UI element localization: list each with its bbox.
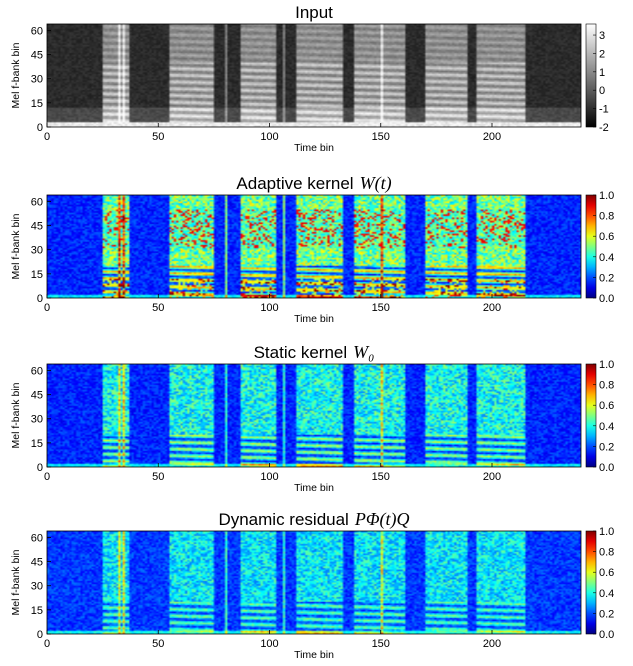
- y-tick-label: 60: [31, 196, 43, 208]
- y-tick-label: 45: [31, 557, 43, 569]
- colorbar-tick-label: 0.2: [599, 608, 614, 620]
- heatmap-image: [47, 195, 581, 298]
- y-tick-label: 15: [31, 98, 43, 110]
- panel-title-math: PΦ(t)Q: [354, 509, 410, 530]
- panel-title: Input: [295, 3, 333, 22]
- x-tick-label: 200: [483, 638, 501, 650]
- y-tick-label: 30: [31, 581, 43, 593]
- panel-title-math: W₀: [353, 342, 374, 362]
- colorbar-tick-label: 0.6: [599, 231, 614, 243]
- x-tick-label: 200: [483, 131, 501, 143]
- y-tick-label: 30: [31, 245, 43, 257]
- x-axis-label: Time bin: [294, 313, 334, 325]
- x-tick-label: 100: [260, 471, 278, 483]
- colorbar-tick-label: 1.0: [599, 526, 614, 538]
- colorbar-tick-label: 0.8: [599, 547, 614, 559]
- heatmap-image: [47, 24, 581, 127]
- colorbar-tick-label: 1.0: [599, 190, 614, 202]
- y-axis-label: Mel f-bank bin: [10, 382, 22, 448]
- y-tick-label: 15: [31, 269, 43, 281]
- y-axis-label: Mel f-bank bin: [10, 549, 22, 615]
- x-tick-label: 0: [44, 131, 50, 143]
- panel-title: Adaptive kernel W(t): [236, 173, 391, 194]
- panel-title-math: W(t): [360, 173, 392, 194]
- panel-title: Static kernel W₀: [254, 342, 375, 362]
- colorbar-tick-label: 0.8: [599, 380, 614, 392]
- x-tick-label: 50: [152, 302, 164, 314]
- colorbar-tick-label: 0.6: [599, 400, 614, 412]
- y-tick-label: 30: [31, 74, 43, 86]
- y-tick-label: 60: [31, 25, 43, 37]
- y-tick-label: 0: [37, 122, 43, 134]
- colorbar-tick-label: 1.0: [599, 359, 614, 371]
- y-tick-label: 15: [31, 438, 43, 450]
- colorbar-tick-label: 2: [599, 48, 605, 60]
- colorbar-tick-label: -2: [599, 122, 609, 134]
- x-tick-label: 150: [372, 471, 390, 483]
- x-axis-label: Time bin: [294, 142, 334, 154]
- colorbar-tick-label: 0.2: [599, 272, 614, 284]
- y-tick-label: 0: [37, 462, 43, 474]
- colorbar-tick-label: 0.0: [599, 462, 614, 474]
- x-tick-label: 150: [372, 131, 390, 143]
- panel-title: Dynamic residual PΦ(t)Q: [218, 509, 409, 530]
- plot-frame: [46, 23, 582, 128]
- x-tick-label: 0: [44, 471, 50, 483]
- colorbar-tick-label: 1: [599, 67, 605, 79]
- heatmap-image: [47, 531, 581, 634]
- colorbar-tick-label: 0.4: [599, 421, 614, 433]
- colorbar-tick-label: 0.4: [599, 588, 614, 600]
- y-tick-label: 0: [37, 293, 43, 305]
- y-tick-label: 30: [31, 414, 43, 426]
- plot-frame: [46, 363, 582, 468]
- y-axis-label: Mel f-bank bin: [10, 42, 22, 108]
- x-tick-label: 150: [372, 302, 390, 314]
- colorbar: [585, 363, 597, 468]
- x-tick-label: 50: [152, 638, 164, 650]
- colorbar: [585, 194, 597, 299]
- y-tick-label: 45: [31, 50, 43, 62]
- colorbar-tick-label: 0.4: [599, 252, 614, 264]
- plot-frame: [46, 194, 582, 299]
- y-tick-label: 15: [31, 605, 43, 617]
- x-axis-label: Time bin: [294, 482, 334, 494]
- x-tick-label: 200: [483, 471, 501, 483]
- y-tick-label: 45: [31, 221, 43, 233]
- y-tick-label: 60: [31, 532, 43, 544]
- x-tick-label: 100: [260, 302, 278, 314]
- heatmap-image: [47, 364, 581, 467]
- x-axis-label: Time bin: [294, 649, 334, 661]
- y-tick-label: 60: [31, 365, 43, 377]
- y-tick-label: 0: [37, 629, 43, 641]
- colorbar-tick-label: 3: [599, 30, 605, 42]
- x-tick-label: 100: [260, 131, 278, 143]
- x-tick-label: 0: [44, 638, 50, 650]
- x-tick-label: 150: [372, 638, 390, 650]
- plot-frame: [46, 530, 582, 635]
- panel-static-kernel: Static kernel W₀ 0 50 100 150 200 Time bin 0 15 30…: [10, 342, 614, 494]
- x-tick-label: 0: [44, 302, 50, 314]
- colorbar-tick-label: 0: [599, 85, 605, 97]
- colorbar: [585, 23, 597, 128]
- colorbar-tick-label: -1: [599, 104, 609, 116]
- x-tick-label: 200: [483, 302, 501, 314]
- x-tick-label: 50: [152, 131, 164, 143]
- colorbar: [585, 530, 597, 635]
- colorbar-tick-label: 0.0: [599, 293, 614, 305]
- colorbar-tick-label: 0.2: [599, 441, 614, 453]
- colorbar-tick-label: 0.6: [599, 567, 614, 579]
- colorbar-tick-label: 0.0: [599, 629, 614, 641]
- y-axis-label: Mel f-bank bin: [10, 213, 22, 279]
- x-tick-label: 100: [260, 638, 278, 650]
- x-tick-label: 50: [152, 471, 164, 483]
- y-tick-label: 45: [31, 390, 43, 402]
- colorbar-tick-label: 0.8: [599, 211, 614, 223]
